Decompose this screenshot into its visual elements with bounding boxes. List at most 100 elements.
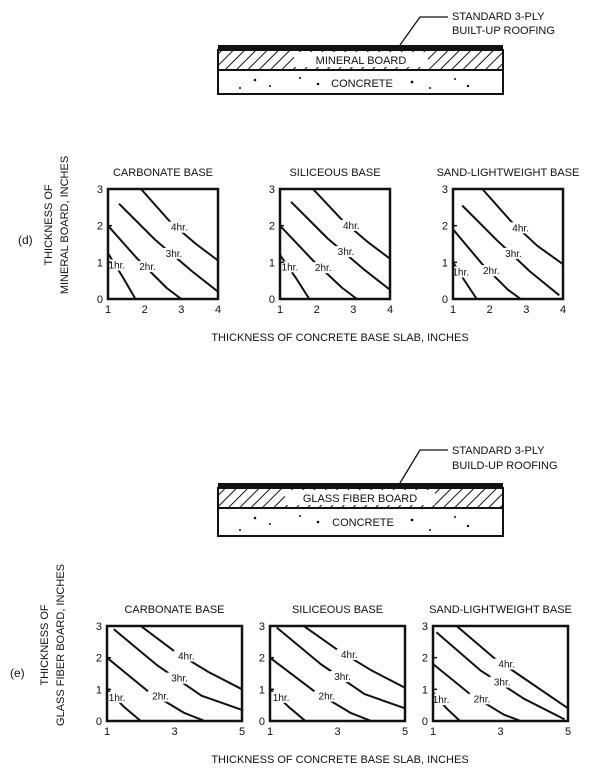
roofing-leader [399,449,448,484]
roofing-layer [218,483,503,488]
curve-label: 2hr. [483,266,500,277]
curve-label-bg [135,260,161,272]
y-axis-label-d-1: THICKNESS OF [43,184,55,266]
roof-label: STANDARD 3-PLY [452,445,545,457]
plot-frame [278,187,392,301]
curve-label-bg [494,658,520,670]
curve-3hr [113,628,242,711]
y-tick-label: 0 [422,716,428,728]
y-tick-label: 1 [442,257,448,269]
curve-label: 4hr. [343,221,360,232]
curve-label-bg [166,672,193,684]
x-axis-label-e: THICKNESS OF CONCRETE BASE SLAB, INCHES [211,754,468,766]
curve-label-bg [277,261,303,273]
y-tick-label: 3 [97,184,103,196]
curve-2hr [453,228,522,299]
y-tick-label: 3 [96,621,102,633]
plot-frame [431,624,570,723]
curve-4hr [312,189,390,260]
x-tick-label: 1 [105,304,111,316]
plot-frame [451,187,565,301]
chart-title: SILICEOUS BASE [292,604,383,616]
y-tick-label: 1 [97,257,103,269]
curve-label-bg [166,221,192,233]
curve-label: 1hr. [282,262,299,273]
curve-label-bg [104,259,130,271]
curve-label-bg [448,266,474,278]
board-label: MINERAL BOARD [316,55,407,67]
x-tick-label: 5 [402,726,408,738]
y-tick-label: 3 [422,621,428,633]
curve-label: 3hr. [494,678,511,689]
curve-label-bg [489,676,515,688]
x-tick-label: 1 [430,726,436,738]
y-tick-label: 2 [97,221,103,233]
curve-2hr [270,656,372,721]
x-tick-label: 5 [565,726,571,738]
x-tick-label: 1 [104,726,110,738]
slab-label: CONCRETE [331,78,393,90]
concrete-layer [217,69,504,95]
curve-label: 1hr. [108,260,125,271]
curve-label-bg [314,690,340,702]
curve-label: 3hr. [166,249,183,260]
curve-label: 3hr. [505,249,522,260]
y-tick-label: 0 [269,294,275,306]
chart-d-3: SAND-LIGHTWEIGHT BASE 1hr. 2hr. 3hr. 4hr. 1 2 3… [437,167,580,316]
roofing-layer [218,45,503,50]
plot-frame [106,187,220,301]
chart-title: CARBONATE BASE [124,604,224,616]
curve-label: 2hr. [152,692,169,703]
x-tick-label: 1 [277,304,283,316]
x-tick-label: 3 [523,304,529,316]
curve-label-bg [336,648,362,660]
chart-title: CARBONATE BASE [113,167,213,179]
assembly-e: GLASS FIBER BOARD CONCRETE STANDARD 3-PL… [217,445,558,537]
curve-3hr [435,631,566,721]
curve-label-bg [333,246,359,258]
y-tick-label: 3 [442,184,448,196]
assembly-d: MINERAL BOARD CONCRETE STANDARD 3-PLY BU… [217,11,555,95]
curve-label-bg [500,247,527,259]
curve-label-bg [173,650,199,662]
curve-label: 4hr. [171,223,188,234]
chart-title: SAND-LIGHTWEIGHT BASE [429,604,572,616]
y-axis-label-d-2: MINERAL BOARD, INCHES [59,156,71,294]
chart-title: SILICEOUS BASE [289,167,380,179]
y-tick-label: 2 [259,653,265,665]
aggregate-specks [239,77,470,89]
curve-label: 4hr. [498,660,515,671]
curve-label: 1hr. [452,267,469,278]
curve-label-bg [104,691,130,703]
curve-label: 3hr. [171,674,188,685]
curve-2hr [107,656,206,721]
y-tick-label: 0 [96,716,102,728]
x-tick-label: 5 [239,726,245,738]
x-tick-label: 2 [314,304,320,316]
y-tick-label: 1 [422,684,428,696]
y-tick-label: 1 [96,684,102,696]
section-label-e: (e) [10,666,25,680]
x-tick-label: 2 [487,304,493,316]
x-tick-label: 3 [497,726,503,738]
slab-label: CONCRETE [332,517,394,529]
concrete-layer [217,507,504,537]
curve-4hr [481,189,563,266]
curve-label: 2hr. [319,692,336,703]
curve-2hr [280,225,358,299]
chart-title: SAND-LIGHTWEIGHT BASE [437,167,580,179]
x-tick-label: 3 [350,304,356,316]
curve-label: 2hr. [474,694,491,705]
curve-label-bg [469,693,495,705]
y-tick-label: 2 [422,653,428,665]
curve-label-bg [508,222,534,234]
roof-label-2: BUILD-UP ROOFING [452,460,558,472]
y-tick-label: 3 [269,184,275,196]
x-tick-label: 4 [387,304,393,316]
x-tick-label: 4 [215,304,221,316]
